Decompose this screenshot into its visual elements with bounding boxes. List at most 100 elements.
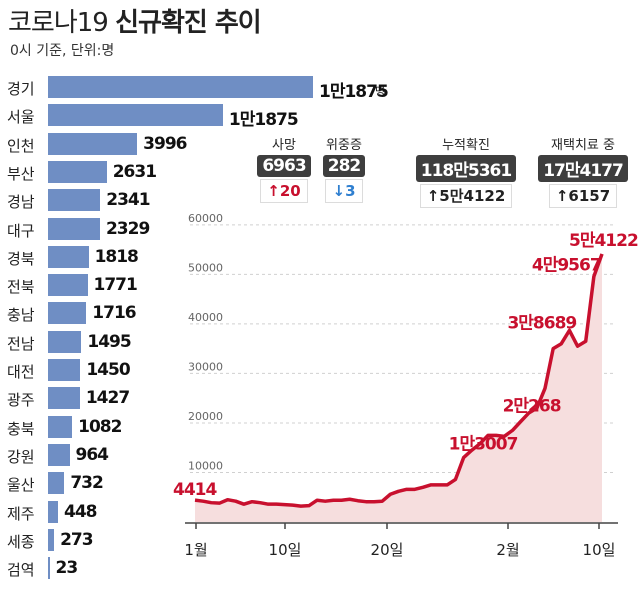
- region-value-label: 732: [70, 473, 103, 494]
- region-bar: [48, 330, 82, 353]
- region-bar: [48, 557, 50, 580]
- region-label: 울산: [7, 476, 35, 495]
- stat-label: 재택치료 중: [551, 138, 615, 153]
- region-bar: [48, 500, 58, 523]
- stat-delta: ↑20: [260, 179, 308, 203]
- region-bar: [48, 359, 81, 381]
- region-bar: [48, 104, 223, 127]
- region-value-label: 1771: [93, 275, 138, 296]
- region-label: 전북: [7, 278, 35, 297]
- data-annotation: 2만268: [503, 397, 561, 417]
- data-annotation: 1만3007: [449, 435, 518, 455]
- region-label: 경남: [7, 193, 35, 212]
- region-bar: [48, 76, 313, 98]
- region-value-label: 2341: [106, 190, 150, 211]
- stat-card: 사망 6963 ↑20: [251, 137, 317, 203]
- region-value-label: 2329: [105, 218, 150, 239]
- region-bar: [48, 274, 88, 297]
- region-value-label: 273: [60, 529, 93, 550]
- region-value-label: 3996: [143, 133, 187, 154]
- stat-value: 282: [322, 155, 366, 177]
- arrow-up-icon: ↑: [426, 187, 440, 205]
- unit-label: 명: [375, 85, 386, 98]
- data-annotation: 5만4122: [569, 231, 638, 251]
- y-tick-label: 20000: [188, 410, 223, 423]
- region-bar: [48, 160, 107, 183]
- region-label: 광주: [7, 391, 35, 410]
- region-value-label: 23: [55, 558, 79, 579]
- x-tick-label: 1월: [184, 541, 207, 559]
- region-label: 충남: [7, 306, 35, 325]
- stat-card: 위중증 282 ↓3: [311, 137, 377, 203]
- region-bar: [48, 415, 73, 438]
- x-tick-label: 10일: [583, 541, 616, 559]
- stat-card: 재택치료 중 17만4177 ↑6157: [528, 137, 638, 208]
- x-tick-label: 2월: [496, 541, 519, 559]
- region-label: 제주: [7, 504, 35, 523]
- region-label: 대구: [7, 221, 35, 240]
- region-label: 경북: [7, 249, 35, 268]
- area-fill: [195, 253, 602, 523]
- y-tick-label: 60000: [188, 212, 223, 225]
- region-label: 전남: [7, 334, 35, 353]
- stat-delta-value: 3: [345, 182, 356, 200]
- y-tick-label: 30000: [188, 360, 223, 373]
- stat-label: 위중증: [326, 138, 362, 153]
- region-value-label: 1716: [92, 303, 136, 324]
- subtitle: 0시 기준, 단위:명: [10, 43, 115, 59]
- y-tick-label: 40000: [188, 311, 223, 324]
- stat-delta: ↑6157: [548, 184, 618, 208]
- region-value-label: 1만1875: [319, 82, 389, 102]
- chart-title: 코로나19 신규확진 추이: [8, 2, 262, 39]
- region-value-label: 2631: [112, 161, 157, 182]
- region-bar: [48, 245, 89, 268]
- arrow-up-icon: ↑: [555, 187, 569, 205]
- region-bar: [48, 443, 70, 466]
- region-label: 서울: [7, 108, 35, 127]
- stat-delta: ↑5만4122: [419, 184, 513, 208]
- region-bar: [48, 132, 138, 155]
- x-tick-label: 10일: [269, 541, 302, 559]
- region-label: 세종: [7, 532, 35, 551]
- region-value-label: 1450: [86, 360, 130, 380]
- region-value-label: 448: [63, 501, 97, 522]
- stat-label: 사망: [272, 138, 296, 153]
- region-label: 충북: [7, 419, 35, 438]
- region-value-label: 964: [75, 444, 109, 465]
- stat-card: 누적확진 118만5361 ↑5만4122: [405, 137, 527, 208]
- region-value-label: 1818: [94, 246, 139, 267]
- region-value-label: 1만1875: [228, 110, 299, 131]
- stat-label: 누적확진: [442, 138, 490, 153]
- region-bar: [48, 217, 100, 240]
- stat-delta: ↓3: [325, 179, 363, 203]
- stat-value: 17만4177: [538, 155, 628, 182]
- arrow-up-icon: ↑: [267, 182, 280, 200]
- region-bar: [48, 189, 101, 212]
- series-line: [194, 253, 604, 508]
- region-bar: [48, 387, 80, 410]
- region-label: 경기: [7, 80, 35, 98]
- stat-delta-value: 5만4122: [439, 187, 506, 205]
- data-annotation: 4만9567: [532, 256, 601, 276]
- data-annotation: 4414: [173, 480, 217, 500]
- y-tick-label: 50000: [188, 261, 223, 274]
- region-label: 강원: [7, 447, 35, 466]
- title-main: 코로나19: [8, 8, 109, 38]
- region-value-label: 1082: [78, 416, 122, 437]
- stat-value: 118만5361: [415, 155, 517, 182]
- arrow-down-icon: ↓: [332, 182, 346, 200]
- region-bar: [48, 302, 87, 325]
- y-tick-label: 10000: [188, 459, 223, 472]
- region-value-label: 1427: [85, 388, 130, 409]
- region-bar: [48, 472, 65, 495]
- region-bar: [48, 528, 55, 551]
- region-label: 대전: [7, 363, 35, 381]
- stat-delta-value: 6157: [568, 187, 611, 205]
- region-value-label: 1495: [87, 331, 131, 352]
- stat-delta-value: 20: [279, 182, 301, 200]
- data-annotation: 3만8689: [507, 313, 576, 333]
- x-tick-label: 20일: [371, 541, 404, 559]
- stat-value: 6963: [257, 155, 311, 177]
